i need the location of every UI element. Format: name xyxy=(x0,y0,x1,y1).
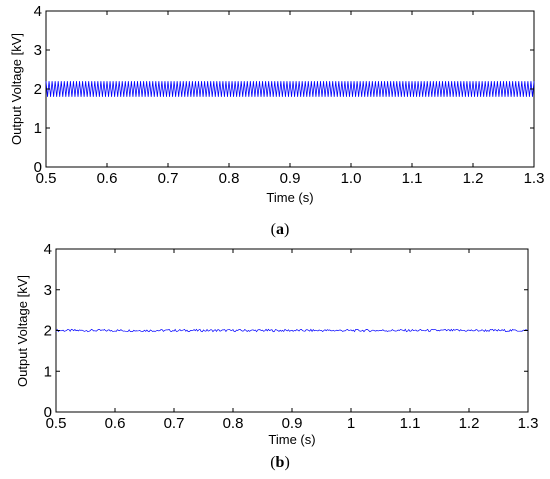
x-tick-label: 0.5 xyxy=(46,415,67,432)
y-tick-label: 0 xyxy=(44,404,52,421)
y-tick-label: 4 xyxy=(34,3,42,20)
x-tick-label: 1.1 xyxy=(400,415,421,432)
x-tick-label: 1.3 xyxy=(518,415,539,432)
x-tick-label: 0.9 xyxy=(280,170,301,187)
panel-letter-a: a xyxy=(276,221,284,238)
y-axis-title: Output Voltage [kV] xyxy=(15,275,30,387)
series-line xyxy=(45,81,535,97)
series-layer xyxy=(45,81,535,97)
x-tick-label: 0.5 xyxy=(36,170,57,187)
ticks-layer: 0.5 0.6 0.7 0.8 0.9 1 1.1 1.2 1.3 0 1 2 3 4 xyxy=(44,241,539,432)
x-tick-label: 1.2 xyxy=(463,170,484,187)
y-tick-label: 2 xyxy=(44,323,52,340)
y-tick-label: 2 xyxy=(34,81,42,98)
x-tick-label: 0.8 xyxy=(219,170,240,187)
x-tick-label: 0.7 xyxy=(158,170,179,187)
x-axis-title: Time (s) xyxy=(266,190,313,205)
y-axis-title: Output Voltage [kV] xyxy=(9,33,24,145)
y-tick-label: 0 xyxy=(34,159,42,176)
plot-area xyxy=(45,10,535,168)
y-tick-label: 1 xyxy=(34,120,42,137)
x-tick-label: 0.9 xyxy=(282,415,303,432)
x-tick-label: 1.2 xyxy=(459,415,480,432)
ticks-layer: 0.5 0.6 0.7 0.8 0.9 1.0 1.1 1.2 1.3 0 1 2 3 4 xyxy=(34,3,545,187)
x-tick-label: 0.8 xyxy=(223,415,244,432)
y-tick-label: 4 xyxy=(44,241,52,258)
chart-panel-a: 0.5 0.6 0.7 0.8 0.9 1.0 1.1 1.2 1.3 0 1 2 3 4 Time (s… xyxy=(9,3,544,238)
x-axis-title: Time (s) xyxy=(268,432,315,447)
series-line xyxy=(55,328,529,333)
y-tick-label: 3 xyxy=(34,42,42,59)
series-layer xyxy=(55,328,529,333)
x-tick-label: 1.0 xyxy=(341,170,362,187)
x-tick-label: 1.1 xyxy=(402,170,423,187)
panel-caption-a: (a) xyxy=(271,221,290,238)
x-tick-label: 0.6 xyxy=(105,415,126,432)
x-tick-label: 1 xyxy=(347,415,355,432)
x-tick-label: 0.6 xyxy=(97,170,118,187)
panel-caption-b: (b) xyxy=(270,454,290,471)
y-tick-label: 3 xyxy=(44,282,52,299)
x-tick-label: 1.3 xyxy=(524,170,545,187)
x-tick-label: 0.7 xyxy=(164,415,185,432)
panel-letter-b: b xyxy=(276,454,285,471)
y-tick-label: 1 xyxy=(44,363,52,380)
